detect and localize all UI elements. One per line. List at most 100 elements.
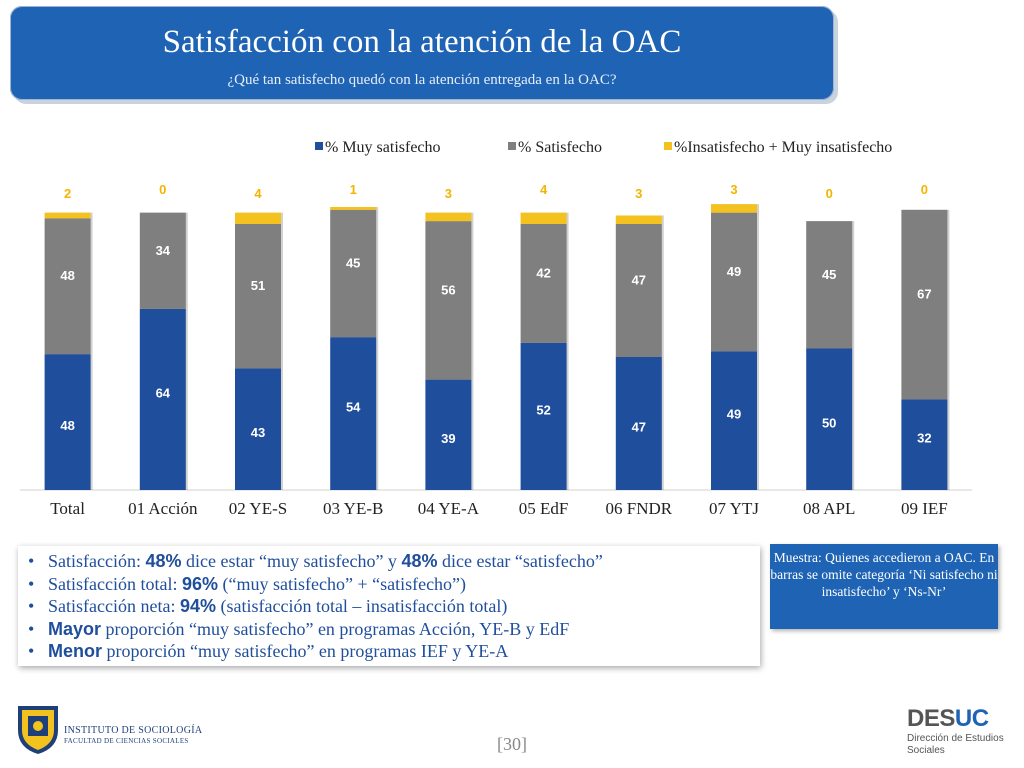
- data-label: 0: [159, 182, 166, 197]
- data-label: 48: [60, 418, 74, 433]
- bar-segment: [615, 356, 662, 490]
- desuc-part-a: DES: [907, 705, 955, 732]
- legend-label: % Muy satisfecho: [325, 139, 441, 156]
- bar-segment: [44, 354, 91, 490]
- note-item: Mayor proporción “muy satisfecho” en pro…: [28, 618, 760, 641]
- category-label: 04 YE-A: [418, 499, 480, 518]
- data-label: 34: [156, 243, 171, 258]
- category-label: 06 FNDR: [605, 499, 672, 518]
- bar-segment: [425, 212, 472, 222]
- note-highlight: 96%: [181, 573, 218, 594]
- bar-segment: [615, 223, 662, 357]
- bar-segment: [330, 207, 377, 210]
- page-title: Satisfacción con la atención de la OAC: [162, 24, 682, 60]
- bar-segment: [615, 215, 662, 224]
- data-label: 56: [441, 282, 455, 297]
- note-item: Satisfacción neta: 94% (satisfacción tot…: [28, 595, 760, 618]
- data-label: 4: [540, 182, 548, 197]
- bar-segment: [235, 212, 281, 224]
- legend-swatch: [664, 142, 672, 150]
- bar-segment: [901, 209, 948, 400]
- note-text: Satisfacción:: [48, 551, 146, 571]
- bar-segment: [139, 212, 186, 309]
- data-label: 49: [727, 407, 741, 422]
- title-banner: Satisfacción con la atención de la OAC ¿…: [10, 6, 834, 100]
- bar-segment: [520, 223, 567, 343]
- data-label: 43: [251, 425, 265, 440]
- bar-segment: [806, 221, 853, 349]
- note-highlight: 48%: [145, 551, 182, 571]
- bar-segment: [520, 342, 567, 490]
- note-item: Satisfacción total: 96% (“muy satisfecho…: [28, 573, 760, 596]
- data-label: 0: [921, 182, 928, 197]
- note-highlight: Mayor: [48, 618, 102, 639]
- note-highlight: 94%: [179, 596, 216, 616]
- data-label: 48: [60, 268, 74, 283]
- bar-segment: [44, 212, 91, 219]
- desuc-sub2: Sociales: [907, 745, 945, 756]
- bar-segment: [139, 308, 186, 490]
- legend-swatch: [508, 142, 516, 150]
- data-label: 39: [441, 431, 455, 446]
- bar-segment: [901, 399, 948, 490]
- category-label: 08 APL: [803, 499, 855, 518]
- bar-segment: [806, 348, 853, 490]
- data-label: 50: [822, 415, 836, 430]
- data-label: 3: [445, 186, 452, 201]
- bar-segment: [711, 204, 757, 213]
- category-label: 09 IEF: [901, 499, 948, 518]
- bar-segment: [330, 209, 377, 338]
- data-label: 3: [635, 186, 642, 201]
- data-label: 64: [156, 385, 171, 400]
- data-label: 42: [536, 265, 550, 280]
- note-text: dice estar “muy satisfecho” y: [181, 551, 402, 571]
- data-label: 3: [730, 182, 737, 197]
- data-label: 51: [251, 278, 265, 293]
- bar-segment: [711, 212, 757, 352]
- note-text: Satisfacción total:: [48, 573, 182, 594]
- bar-segment: [520, 212, 567, 224]
- institute-label: INSTITUTO DE SOCIOLOGÍA: [64, 725, 203, 736]
- summary-notes: Satisfacción: 48% dice estar “muy satisf…: [18, 546, 760, 666]
- data-label: 45: [822, 267, 836, 282]
- bar-segment: [425, 379, 472, 490]
- data-label: 4: [254, 186, 262, 201]
- note-text: proporción “muy satisfecho” en programas…: [102, 641, 509, 661]
- data-label: 1: [350, 182, 357, 197]
- page-number: [30]: [497, 734, 527, 754]
- sample-note: Muestra: Quienes accedieron a OAC. En ba…: [770, 544, 998, 629]
- institute-name: INSTITUTO DE SOCIOLOGÍA FACULTAD DE CIEN…: [64, 725, 202, 745]
- note-text: (satisfacción total – insatisfacción tot…: [215, 596, 508, 616]
- bar-segment: [330, 337, 377, 490]
- bar-segment: [44, 218, 91, 355]
- data-label: 54: [346, 400, 361, 415]
- category-label: 05 EdF: [519, 499, 569, 518]
- data-label: 32: [917, 431, 931, 446]
- legend-label: %Insatisfecho + Muy insatisfecho: [674, 139, 892, 156]
- stacked-bar-chart: % Muy satisfecho % Satisfecho %Insatisfech…: [20, 139, 972, 518]
- data-label: 0: [826, 186, 833, 201]
- category-label: Total: [50, 499, 85, 518]
- bar-segment: [235, 368, 281, 490]
- note-highlight: 48%: [401, 551, 438, 571]
- data-label: 47: [632, 272, 646, 287]
- note-text: proporción “muy satisfecho” en programas…: [101, 618, 570, 639]
- desuc-logo: DESUC Dirección de Estudios Sociales: [907, 705, 1004, 757]
- note-highlight: Menor: [48, 641, 102, 661]
- data-label: 2: [64, 186, 71, 201]
- legend-label: % Satisfecho: [518, 139, 602, 156]
- legend-swatch: [315, 142, 323, 150]
- note-text: dice estar “satisfecho”: [437, 551, 603, 571]
- desuc-part-b: UC: [954, 705, 989, 732]
- data-label: 45: [346, 256, 360, 271]
- data-label: 67: [917, 287, 931, 302]
- bar-segment: [235, 223, 281, 369]
- note-item: Menor proporción “muy satisfecho” en pro…: [28, 640, 760, 663]
- note-text: Satisfacción neta:: [48, 596, 180, 616]
- data-label: 47: [632, 419, 646, 434]
- page-subtitle: ¿Qué tan satisfecho quedó con la atenció…: [227, 72, 617, 88]
- category-label: 02 YE-S: [229, 499, 287, 518]
- data-label: 52: [536, 402, 550, 417]
- faculty-label: FACULTAD DE CIENCIAS SOCIALES: [64, 737, 189, 745]
- data-label: 49: [727, 264, 741, 279]
